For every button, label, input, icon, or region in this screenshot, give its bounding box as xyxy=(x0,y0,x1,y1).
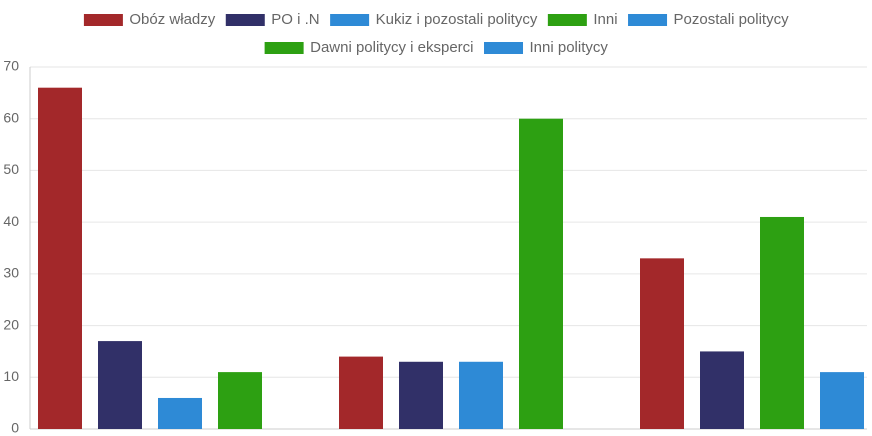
y-tick-label: 40 xyxy=(3,213,19,229)
legend-swatch xyxy=(627,13,669,27)
legend-label: Dawni politycy i eksperci xyxy=(310,39,473,56)
legend-label: Kukiz i pozostali politycy xyxy=(376,11,538,28)
bar xyxy=(700,351,744,429)
y-tick-label: 60 xyxy=(3,109,19,125)
bar xyxy=(339,356,383,429)
legend-item[interactable]: Inni politycy xyxy=(483,39,609,56)
legend-item[interactable]: Obóz władzy xyxy=(82,11,216,28)
legend-label: Obóz władzy xyxy=(129,11,215,28)
legend-swatch xyxy=(263,41,305,55)
legend-label: Inni politycy xyxy=(530,39,609,56)
legend-swatch xyxy=(224,13,266,27)
bar xyxy=(399,361,443,429)
legend-item[interactable]: Inni xyxy=(546,11,618,28)
legend-swatch xyxy=(329,13,371,27)
bar xyxy=(519,118,563,429)
legend-label: Pozostali politycy xyxy=(674,11,790,28)
legend-label: PO i .N xyxy=(271,11,319,28)
y-tick-label: 10 xyxy=(3,368,19,384)
y-tick-label: 20 xyxy=(3,316,19,332)
bar xyxy=(820,372,864,429)
legend-swatch xyxy=(82,13,124,27)
bar xyxy=(218,372,262,429)
legend-label: Inni xyxy=(593,11,617,28)
legend-item[interactable]: Dawni politycy i eksperci xyxy=(263,39,474,56)
legend-swatch xyxy=(483,41,525,55)
y-tick-label: 70 xyxy=(3,58,19,74)
bar xyxy=(760,216,804,429)
legend-item[interactable]: Kukiz i pozostali politycy xyxy=(329,11,538,28)
legend-item[interactable]: PO i .N xyxy=(224,11,320,28)
legend-item[interactable]: Pozostali politycy xyxy=(627,11,790,28)
bar xyxy=(158,397,202,429)
bar xyxy=(98,341,142,429)
y-tick-label: 50 xyxy=(3,161,19,177)
bar xyxy=(459,361,503,429)
y-tick-label: 0 xyxy=(11,420,19,436)
bar xyxy=(640,258,684,429)
legend-swatch xyxy=(546,13,588,27)
y-tick-label: 30 xyxy=(3,265,19,281)
bar xyxy=(38,87,82,429)
